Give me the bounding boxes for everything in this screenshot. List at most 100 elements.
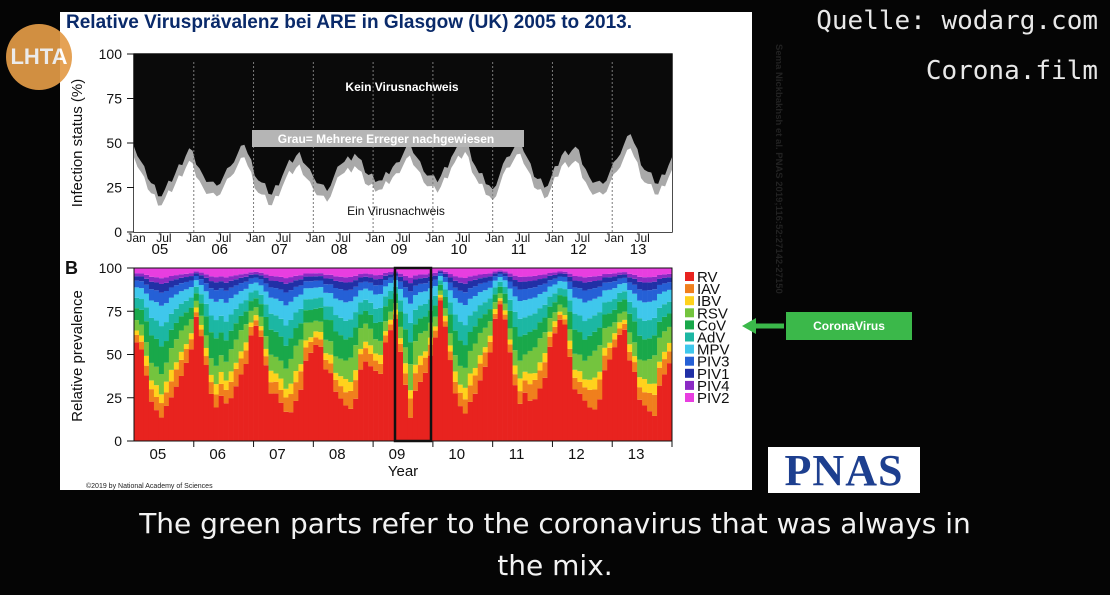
bar-segment-piv3 <box>437 273 444 277</box>
bar-segment-cov <box>313 308 319 321</box>
bar-segment-cov <box>592 331 598 351</box>
bar-segment-iav <box>462 399 469 414</box>
bar-segment-iav <box>547 336 553 347</box>
bar-segment-rv <box>452 393 459 441</box>
bar-segment-adv <box>218 315 224 333</box>
bar-segment-adv <box>253 290 259 299</box>
panel-a-month-label: Jan <box>365 231 384 245</box>
bar-segment-piv3 <box>134 280 140 288</box>
bar-segment-mpv <box>218 299 224 316</box>
bar-segment-rv <box>522 392 528 441</box>
bar-segment-rv <box>168 397 175 441</box>
bar-segment-piv2 <box>403 268 409 276</box>
panel-b-xtick-label: 07 <box>269 446 286 463</box>
bar-segment-piv1 <box>323 278 329 285</box>
bar-segment-piv4 <box>602 274 608 278</box>
bar-segment-adv <box>273 315 279 332</box>
bar-segment-adv <box>467 315 474 332</box>
bar-segment-ibv <box>363 341 369 349</box>
bar-segment-ibv <box>208 374 214 383</box>
bar-segment-piv2 <box>537 268 543 276</box>
bar-segment-ibv <box>502 310 508 315</box>
bar-segment-rv <box>612 347 618 441</box>
bar-segment-iav <box>432 330 439 338</box>
bar-segment-piv1 <box>442 273 449 278</box>
bar-segment-adv <box>363 299 369 311</box>
bar-segment-mpv <box>597 296 603 313</box>
bar-segment-ibv <box>562 315 568 320</box>
bar-segment-ibv <box>462 387 469 400</box>
bar-segment-piv3 <box>378 284 384 294</box>
bar-segment-cov <box>492 294 498 303</box>
bar-segment-rsv <box>477 332 483 356</box>
panel-a-year-label: 08 <box>331 241 348 258</box>
bar-segment-piv4 <box>517 276 523 282</box>
bar-segment-piv3 <box>373 285 379 295</box>
bar-segment-rv <box>567 356 573 441</box>
bar-segment-rv <box>432 337 439 441</box>
bar-segment-ibv <box>303 340 309 348</box>
bar-segment-cov <box>532 329 538 348</box>
bar-segment-adv <box>457 321 464 341</box>
bar-segment-rv <box>472 393 479 441</box>
bar-segment-cov <box>278 336 284 361</box>
bar-segment-rsv <box>173 339 180 363</box>
bar-segment-piv1 <box>582 282 588 291</box>
legend-label-ibv: IBV <box>697 293 721 310</box>
bar-segment-cov <box>632 321 638 343</box>
bar-segment-adv <box>383 296 389 307</box>
bar-segment-rsv <box>153 366 160 386</box>
bar-segment-piv3 <box>657 284 663 294</box>
bar-segment-ibv <box>447 345 454 352</box>
bar-segment-cov <box>577 332 583 355</box>
bar-segment-adv <box>148 317 155 336</box>
bar-segment-rv <box>587 407 593 441</box>
bar-segment-iav <box>303 347 309 361</box>
bar-segment-cov <box>398 311 404 327</box>
bar-segment-piv1 <box>617 274 623 279</box>
bar-segment-piv3 <box>477 283 483 293</box>
bar-segment-adv <box>642 320 648 340</box>
legend-label-rsv: RSV <box>697 305 728 322</box>
bar-segment-mpv <box>477 292 483 306</box>
bar-segment-ibv <box>567 340 573 349</box>
bar-segment-cov <box>188 307 195 320</box>
bar-segment-piv2 <box>592 268 598 277</box>
bar-segment-piv2 <box>148 268 155 277</box>
bar-segment-ibv <box>308 337 314 342</box>
bar-segment-piv1 <box>612 276 618 282</box>
bar-segment-rsv <box>353 345 359 371</box>
bar-segment-piv4 <box>567 273 573 277</box>
bar-segment-rv <box>338 398 344 441</box>
bar-segment-cov <box>323 319 329 340</box>
bar-segment-cov <box>602 314 608 329</box>
bar-segment-piv4 <box>552 272 558 275</box>
bar-segment-adv <box>278 318 284 337</box>
bar-segment-ibv <box>358 348 364 355</box>
bar-segment-cov <box>193 293 200 301</box>
bar-segment-iav <box>134 334 140 343</box>
bar-segment-piv4 <box>467 276 474 282</box>
bar-segment-iav <box>447 351 454 361</box>
bar-segment-adv <box>552 293 558 303</box>
bar-segment-piv2 <box>268 268 274 276</box>
bar-segment-mpv <box>178 291 185 304</box>
bar-segment-ibv <box>138 335 145 342</box>
bar-segment-iav <box>437 297 444 301</box>
bar-segment-rsv <box>243 324 249 343</box>
bar-segment-piv4 <box>383 272 389 276</box>
bar-segment-piv4 <box>447 274 454 278</box>
bar-segment-piv2 <box>407 268 414 278</box>
bar-segment-piv3 <box>627 282 633 291</box>
bar-segment-piv2 <box>652 268 658 277</box>
bar-segment-iav <box>412 373 419 391</box>
bar-segment-adv <box>632 307 638 322</box>
bar-segment-ibv <box>572 369 578 378</box>
bar-segment-iav <box>622 323 628 330</box>
bar-segment-piv3 <box>383 280 389 287</box>
bar-segment-ibv <box>412 364 419 374</box>
bar-segment-piv4 <box>293 275 299 281</box>
bar-segment-rsv <box>163 362 170 382</box>
bar-segment-rv <box>308 352 314 441</box>
panel-a-year-label: 05 <box>152 241 169 258</box>
